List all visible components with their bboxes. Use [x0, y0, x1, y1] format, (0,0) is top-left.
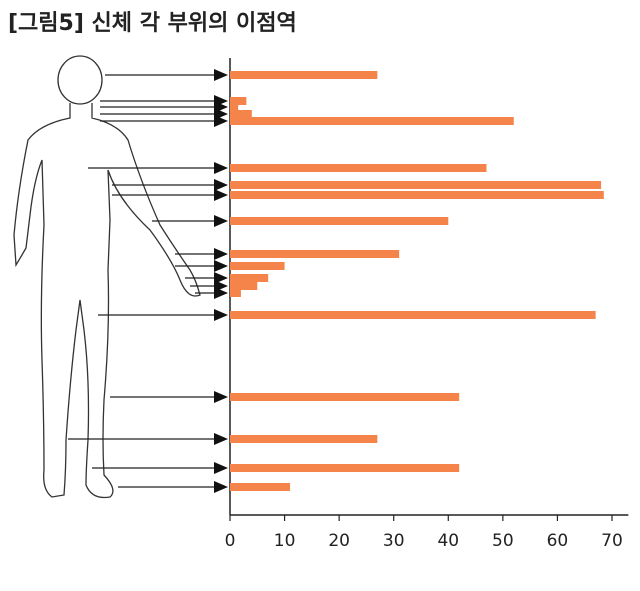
x-tick-label: 30 [383, 531, 405, 551]
body-outline [13, 103, 201, 499]
bar [230, 282, 258, 290]
arrow-head [214, 462, 228, 474]
x-tick-label: 60 [547, 531, 569, 551]
bar [230, 164, 487, 172]
arrow-head [214, 69, 228, 81]
arrow-head [214, 189, 228, 201]
bar [230, 289, 241, 297]
body-figure [13, 55, 201, 499]
arrow-head [214, 309, 228, 321]
x-tick-label: 40 [437, 531, 459, 551]
arrow-head [214, 481, 228, 493]
bar [230, 393, 460, 401]
x-tick-label: 20 [328, 531, 350, 551]
bar [230, 103, 239, 111]
x-tick-label: 50 [492, 531, 514, 551]
bar [230, 262, 285, 270]
x-tick-label: 70 [601, 531, 623, 551]
x-tick-label: 0 [225, 531, 236, 551]
bar [230, 274, 269, 282]
arrow-head [214, 272, 228, 284]
bar [230, 117, 514, 125]
bar [230, 435, 378, 443]
bar [230, 311, 596, 319]
arrow-head [214, 287, 228, 299]
bar [230, 217, 449, 225]
bar [230, 71, 378, 79]
bar [230, 483, 291, 491]
bar [230, 191, 604, 199]
bar [230, 110, 252, 118]
bar [230, 250, 400, 258]
arrow-head [214, 115, 228, 127]
arrow-head [214, 260, 228, 272]
bar [230, 181, 602, 189]
arrow-head [214, 391, 228, 403]
chart-title: [그림5] 신체 각 부위의 이점역 [8, 11, 297, 36]
arrow-head [214, 215, 228, 227]
arrow-head [214, 248, 228, 260]
arrow-head [214, 162, 228, 174]
head [57, 55, 103, 105]
x-tick-label: 10 [274, 531, 296, 551]
arrow-head [214, 179, 228, 191]
bar [230, 464, 460, 472]
bar [230, 97, 247, 105]
arrow-head [214, 433, 228, 445]
